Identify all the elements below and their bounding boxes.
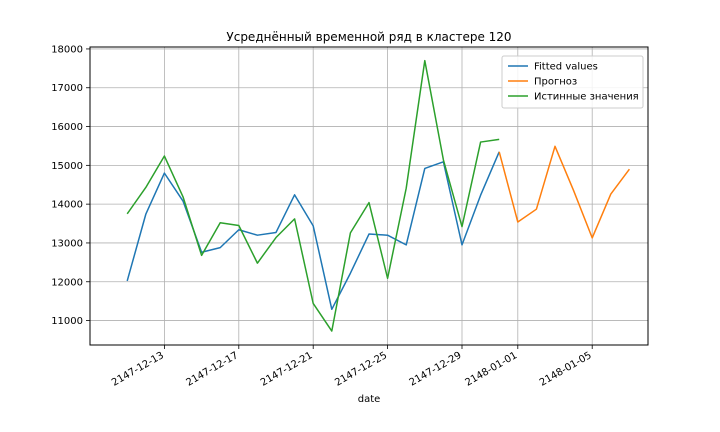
y-tick-label: 15000 [51,161,83,172]
y-tick-label: 12000 [51,277,83,288]
series-layer [126,59,631,332]
y-tick-label: 17000 [51,83,83,94]
y-tick-label: 13000 [51,238,83,249]
y-tick-label: 11000 [51,316,83,327]
plot-frame [89,46,649,346]
x-axis-label: date [358,394,381,405]
legend-label: Fitted values [534,62,598,73]
legend-label: Истинные значения [534,92,639,103]
series-line-2 [498,145,631,239]
legend-label: Прогноз [534,77,577,88]
legend-box [501,55,644,109]
y-tick-label: 16000 [51,122,83,133]
y-tick-label: 14000 [51,200,83,211]
chart-title: Усреднённый временной ряд в кластере 120 [226,30,511,44]
legend: Fitted values Прогноз Истинные значения [501,55,644,109]
y-tick-label: 18000 [51,44,83,55]
series-line-3 [126,59,500,332]
